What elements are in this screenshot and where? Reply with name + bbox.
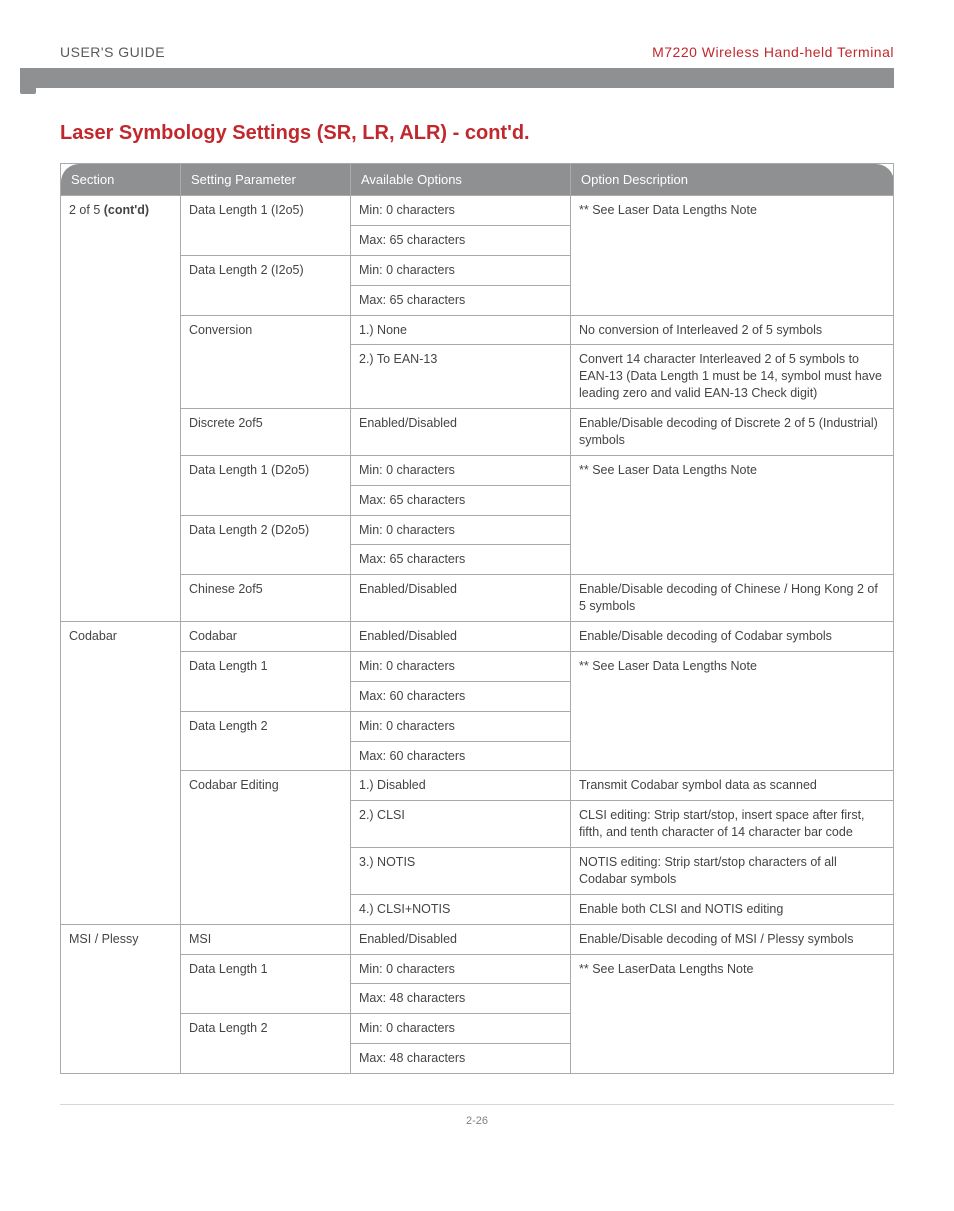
option-cell: Max: 48 characters [351,984,571,1014]
option-cell: Min: 0 characters [351,515,571,545]
table-row: Data Length 1 (D2o5)Min: 0 characters** … [61,455,894,485]
param-cell: Conversion [181,315,351,409]
section-cell: Codabar [61,622,181,925]
desc-cell: Enable/Disable decoding of MSI / Plessy … [571,924,894,954]
option-cell: Min: 0 characters [351,196,571,226]
param-cell: Discrete 2of5 [181,409,351,456]
option-cell: Min: 0 characters [351,255,571,285]
desc-cell: CLSI editing: Strip start/stop, insert s… [571,801,894,848]
table-row: Data Length 1Min: 0 characters** See Las… [61,954,894,984]
table-row: 2 of 5 (cont'd)Data Length 1 (I2o5)Min: … [61,196,894,226]
option-cell: 2.) To EAN-13 [351,345,571,409]
option-cell: Min: 0 characters [351,1014,571,1044]
desc-cell: Enable/Disable decoding of Codabar symbo… [571,622,894,652]
param-cell: Data Length 1 [181,651,351,711]
option-cell: Min: 0 characters [351,455,571,485]
param-cell: Data Length 2 (D2o5) [181,515,351,575]
desc-cell: ** See LaserData Lengths Note [571,954,894,1074]
option-cell: Enabled/Disabled [351,409,571,456]
param-cell: Data Length 1 (D2o5) [181,455,351,515]
table-row: Chinese 2of5Enabled/DisabledEnable/Disab… [61,575,894,622]
option-cell: Max: 65 characters [351,285,571,315]
table-header-row: Section Setting Parameter Available Opti… [61,164,894,196]
desc-cell: No conversion of Interleaved 2 of 5 symb… [571,315,894,345]
option-cell: Max: 65 characters [351,225,571,255]
option-cell: Max: 60 characters [351,741,571,771]
table-row: Data Length 1Min: 0 characters** See Las… [61,651,894,681]
option-cell: Max: 60 characters [351,681,571,711]
table-row: CodabarCodabarEnabled/DisabledEnable/Dis… [61,622,894,652]
option-cell: Max: 65 characters [351,545,571,575]
option-cell: 1.) Disabled [351,771,571,801]
param-cell: Data Length 1 [181,954,351,1014]
option-cell: 4.) CLSI+NOTIS [351,894,571,924]
header-left: USER'S GUIDE [60,44,165,60]
desc-cell: Enable/Disable decoding of Discrete 2 of… [571,409,894,456]
page: USER'S GUIDE M7220 Wireless Hand-held Te… [0,0,954,1157]
option-cell: Min: 0 characters [351,651,571,681]
param-cell: Data Length 1 (I2o5) [181,196,351,256]
table-row: Codabar Editing1.) DisabledTransmit Coda… [61,771,894,801]
desc-cell: ** See Laser Data Lengths Note [571,196,894,316]
option-cell: Enabled/Disabled [351,924,571,954]
option-cell: 3.) NOTIS [351,848,571,895]
option-cell: Min: 0 characters [351,954,571,984]
desc-cell: Convert 14 character Interleaved 2 of 5 … [571,345,894,409]
footer-divider [60,1104,894,1105]
option-cell: Enabled/Disabled [351,622,571,652]
header-bar [20,68,894,88]
param-cell: Codabar [181,622,351,652]
param-cell: Codabar Editing [181,771,351,924]
param-cell: Data Length 2 [181,1014,351,1074]
col-parameter: Setting Parameter [181,164,351,196]
col-desc: Option Description [571,164,894,196]
table-body: 2 of 5 (cont'd)Data Length 1 (I2o5)Min: … [61,196,894,1074]
desc-cell: ** See Laser Data Lengths Note [571,651,894,771]
option-cell: 2.) CLSI [351,801,571,848]
option-cell: Max: 48 characters [351,1044,571,1074]
param-cell: Data Length 2 [181,711,351,771]
col-section: Section [61,164,181,196]
page-title: Laser Symbology Settings (SR, LR, ALR) -… [60,122,894,145]
section-cell: MSI / Plessy [61,924,181,1073]
option-cell: Max: 65 characters [351,485,571,515]
table-row: Conversion1.) NoneNo conversion of Inter… [61,315,894,345]
table-row: Discrete 2of5Enabled/DisabledEnable/Disa… [61,409,894,456]
page-number: 2-26 [60,1115,894,1127]
param-cell: Data Length 2 (I2o5) [181,255,351,315]
settings-table: Section Setting Parameter Available Opti… [60,163,894,1074]
desc-cell: ** See Laser Data Lengths Note [571,455,894,575]
col-options: Available Options [351,164,571,196]
header-right: M7220 Wireless Hand-held Terminal [652,44,894,60]
desc-cell: NOTIS editing: Strip start/stop characte… [571,848,894,895]
section-cell: 2 of 5 (cont'd) [61,196,181,622]
desc-cell: Enable/Disable decoding of Chinese / Hon… [571,575,894,622]
page-header: USER'S GUIDE M7220 Wireless Hand-held Te… [60,44,894,60]
desc-cell: Enable both CLSI and NOTIS editing [571,894,894,924]
param-cell: Chinese 2of5 [181,575,351,622]
desc-cell: Transmit Codabar symbol data as scanned [571,771,894,801]
param-cell: MSI [181,924,351,954]
option-cell: Enabled/Disabled [351,575,571,622]
option-cell: 1.) None [351,315,571,345]
option-cell: Min: 0 characters [351,711,571,741]
table-row: MSI / PlessyMSIEnabled/DisabledEnable/Di… [61,924,894,954]
